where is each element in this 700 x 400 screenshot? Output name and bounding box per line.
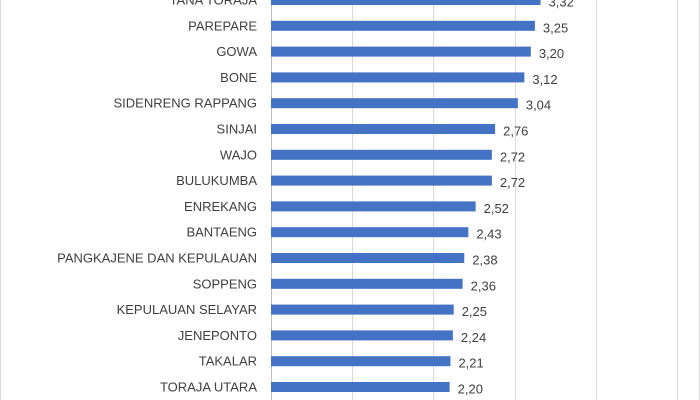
value-label: 3,20 — [539, 46, 564, 61]
category-label: ENREKANG — [184, 199, 257, 214]
value-label: 2,21 — [458, 356, 483, 371]
bar-gowa — [271, 46, 531, 57]
category-label: SINJAI — [217, 122, 257, 137]
bar-bulukumba — [271, 175, 492, 186]
bar-kepulauan-selayar — [271, 304, 454, 315]
value-label: 2,24 — [461, 330, 486, 345]
value-label: 2,20 — [458, 382, 483, 397]
category-label: SOPPENG — [193, 276, 257, 291]
category-label: BONE — [220, 70, 257, 85]
bar-enrekang — [271, 201, 476, 212]
bar-jeneponto — [271, 330, 453, 341]
value-label: 2,36 — [471, 278, 496, 293]
category-label: TAKALAR — [199, 354, 257, 369]
bar-takalar — [271, 356, 451, 367]
bar-wajo — [271, 149, 492, 160]
bar-toraja-utara — [271, 382, 450, 392]
bar-bantaeng — [271, 227, 469, 238]
category-label: GOWA — [216, 44, 257, 59]
bar-soppeng — [271, 278, 463, 289]
bar-parepare — [271, 20, 535, 31]
bar-sidenreng-rappang — [271, 98, 518, 109]
bar-pangkajene-dan-kepulauan — [271, 253, 465, 263]
category-labels: TANA TORAJA PAREPARE GOWA BONE SIDENRENG RAP… — [57, 0, 257, 395]
category-label: BANTAENG — [186, 225, 257, 240]
bars — [271, 0, 541, 392]
bar-sinjai — [271, 124, 496, 134]
value-label: 2,72 — [500, 175, 525, 190]
category-label: TORAJA UTARA — [160, 380, 257, 395]
bar-tana-toraja — [271, 0, 541, 5]
category-label: WAJO — [220, 147, 257, 162]
category-label: PANGKAJENE DAN KEPULAUAN — [57, 251, 257, 266]
value-label: 3,12 — [532, 72, 557, 87]
value-label: 2,43 — [476, 227, 501, 242]
category-label: KEPULAUAN SELAYAR — [117, 302, 257, 317]
value-labels: 3,32 3,25 3,20 3,12 3,04 2,76 2,72 2,72 2,52 2,43… — [458, 0, 574, 397]
value-label: 2,25 — [462, 304, 487, 319]
value-label: 2,52 — [484, 201, 509, 216]
value-label: 3,32 — [549, 0, 574, 10]
category-label: JENEPONTO — [178, 328, 257, 343]
bar-bone — [271, 72, 525, 83]
value-label: 2,72 — [500, 149, 525, 164]
value-label: 3,25 — [543, 20, 568, 35]
category-label: PAREPARE — [188, 18, 257, 33]
category-label: TANA TORAJA — [170, 0, 258, 8]
value-label: 3,04 — [526, 98, 551, 113]
value-label: 2,38 — [472, 253, 497, 268]
category-label: BULUKUMBA — [176, 173, 257, 188]
value-label: 2,76 — [503, 124, 528, 139]
category-label: SIDENRENG RAPPANG — [113, 96, 257, 111]
